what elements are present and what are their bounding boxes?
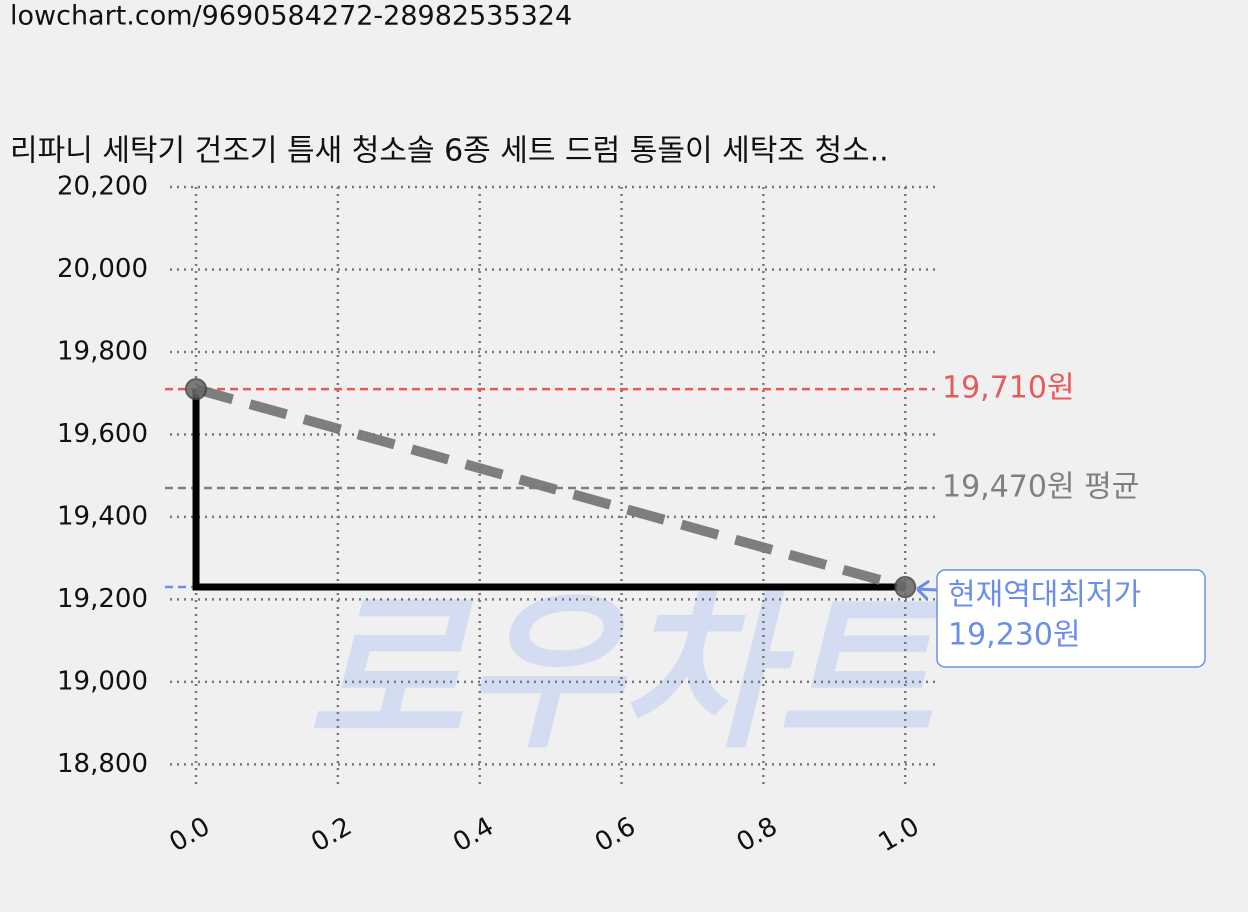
reference-label: 19,470원 평균 — [942, 470, 1139, 505]
annotation-box — [936, 569, 1206, 668]
x-tick-label: 0.2 — [306, 812, 357, 859]
y-tick-label: 19,600 — [57, 419, 148, 449]
x-tick-label: 0.0 — [164, 812, 215, 859]
reference-label: 19,710원 — [942, 371, 1075, 406]
y-tick-label: 19,200 — [57, 584, 148, 614]
line — [194, 384, 907, 592]
point — [185, 378, 208, 401]
x-tick-label: 0.6 — [590, 812, 641, 859]
x-tick-label: 0.4 — [448, 812, 499, 859]
annotation-text: 19,230원 — [948, 618, 1081, 653]
y-tick-label: 20,200 — [57, 172, 148, 202]
x-tick-label: 1.0 — [874, 812, 925, 859]
point — [894, 576, 917, 599]
y-tick-label: 19,000 — [57, 666, 148, 696]
x-tick-label: 0.8 — [732, 812, 783, 859]
y-tick-label: 19,400 — [57, 501, 148, 531]
y-tick-label: 18,800 — [57, 749, 148, 779]
url: lowchart.com/9690584272-28982535324 — [10, 1, 572, 32]
y-tick-label: 19,800 — [57, 336, 148, 366]
annotation-text: 현재역대최저가 — [948, 578, 1141, 613]
annotation-arrow — [916, 579, 938, 601]
y-tick-label: 20,000 — [57, 254, 148, 284]
watermark: 로우차트 — [307, 574, 942, 772]
chart-title: 리파니 세탁기 건조기 틈새 청소솔 6종 세트 드럼 통돌이 세탁조 청소.. — [10, 134, 889, 169]
line — [192, 389, 906, 591]
